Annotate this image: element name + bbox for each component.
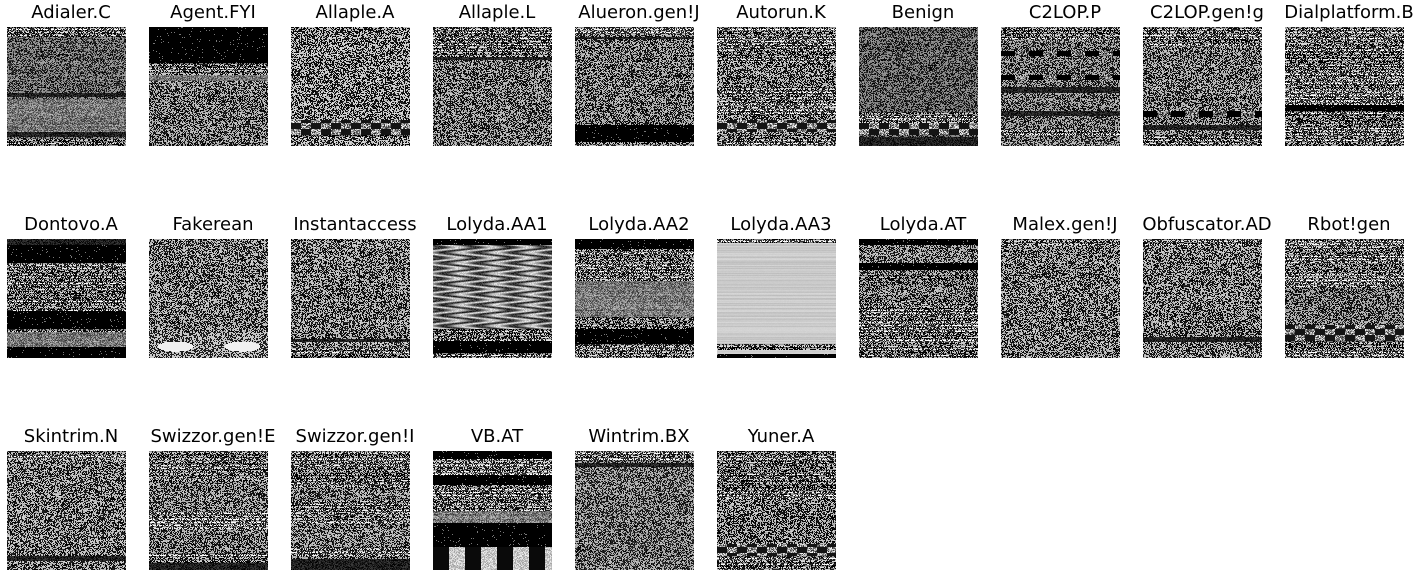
panel-title: Instantaccess (293, 214, 417, 235)
sample-panel: Instantaccess (284, 212, 426, 362)
grayscale-sample-image (433, 27, 552, 146)
panel-title: Rbot!gen (1307, 214, 1391, 235)
sample-panel: Allaple.A (284, 0, 426, 150)
panel-title: Swizzor.gen!I (295, 426, 415, 447)
sample-panel: Agent.FYI (142, 0, 284, 150)
sample-panel: Lolyda.AA3 (710, 212, 852, 362)
panel-title: Alueron.gen!J (578, 2, 700, 23)
grayscale-sample-image (7, 27, 126, 146)
panel-title: Lolyda.AA1 (446, 214, 548, 235)
grayscale-sample-image (7, 239, 126, 358)
sample-panel: Alueron.gen!J (568, 0, 710, 150)
grayscale-sample-image (1285, 27, 1404, 146)
panel-title: Agent.FYI (170, 2, 256, 23)
sample-panel: Yuner.A (710, 424, 852, 574)
grayscale-sample-image (149, 451, 268, 570)
grayscale-sample-image (7, 451, 126, 570)
sample-panel: Lolyda.AT (852, 212, 994, 362)
panel-title: Wintrim.BX (588, 426, 690, 447)
panel-title: Yuner.A (747, 426, 815, 447)
grayscale-sample-image (1285, 239, 1404, 358)
sample-panel: Lolyda.AA1 (426, 212, 568, 362)
grayscale-sample-image (717, 451, 836, 570)
sample-panel: Fakerean (142, 212, 284, 362)
grayscale-sample-image (433, 451, 552, 570)
grayscale-sample-image (433, 239, 552, 358)
sample-panel: C2LOP.P (994, 0, 1136, 150)
panel-title: Lolyda.AT (879, 214, 967, 235)
sample-panel: Swizzor.gen!I (284, 424, 426, 574)
panel-title: Lolyda.AA2 (588, 214, 690, 235)
sample-panel: Autorun.K (710, 0, 852, 150)
sample-panel: Swizzor.gen!E (142, 424, 284, 574)
panel-title: Lolyda.AA3 (730, 214, 832, 235)
sample-panel: Benign (852, 0, 994, 150)
grayscale-sample-image (149, 27, 268, 146)
grayscale-sample-image (1143, 239, 1262, 358)
grayscale-sample-image (717, 27, 836, 146)
panel-title: VB.AT (470, 426, 524, 447)
grayscale-sample-image (291, 239, 410, 358)
sample-panel: Dontovo.A (0, 212, 142, 362)
grayscale-sample-image (575, 27, 694, 146)
panel-title: C2LOP.P (1028, 2, 1102, 23)
panel-title: Allaple.A (315, 2, 395, 23)
grayscale-sample-image (575, 239, 694, 358)
panel-title: Adialer.C (31, 2, 111, 23)
grayscale-sample-image (859, 239, 978, 358)
panel-title: Swizzor.gen!E (150, 426, 276, 447)
sample-panel: Adialer.C (0, 0, 142, 150)
grayscale-sample-image (1001, 27, 1120, 146)
panel-title: C2LOP.gen!g (1150, 2, 1264, 23)
sample-panel: VB.AT (426, 424, 568, 574)
grayscale-sample-image (717, 239, 836, 358)
panel-title: Autorun.K (736, 2, 826, 23)
panel-title: Fakerean (172, 214, 254, 235)
grayscale-sample-image (575, 451, 694, 570)
sample-panel: Skintrim.N (0, 424, 142, 574)
panel-title: Skintrim.N (23, 426, 119, 447)
grayscale-sample-image (291, 27, 410, 146)
grayscale-sample-image (1143, 27, 1262, 146)
sample-panel: Obfuscator.AD (1136, 212, 1278, 362)
sample-panel: Lolyda.AA2 (568, 212, 710, 362)
panel-title: Malex.gen!J (1012, 214, 1118, 235)
panel-title: Allaple.L (458, 2, 536, 23)
grayscale-sample-image (1001, 239, 1120, 358)
sample-panel: Dialplatform.B (1278, 0, 1420, 150)
panel-title: Dontovo.A (24, 214, 118, 235)
panel-title: Dialplatform.B (1284, 2, 1414, 23)
sample-panel: Malex.gen!J (994, 212, 1136, 362)
grayscale-sample-image (149, 239, 268, 358)
panel-title: Obfuscator.AD (1142, 214, 1272, 235)
grayscale-sample-image (291, 451, 410, 570)
sample-panel: C2LOP.gen!g (1136, 0, 1278, 150)
sample-panel: Rbot!gen (1278, 212, 1420, 362)
sample-panel: Wintrim.BX (568, 424, 710, 574)
grayscale-sample-image (859, 27, 978, 146)
sample-panel: Allaple.L (426, 0, 568, 150)
panel-title: Benign (891, 2, 955, 23)
